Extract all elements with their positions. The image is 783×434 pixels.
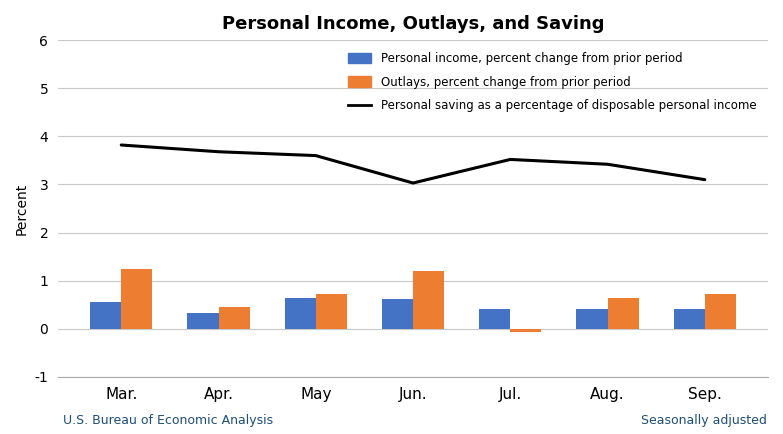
Bar [90, 302, 121, 329]
Bar [576, 309, 608, 329]
Bar [673, 309, 705, 329]
Text: Seasonally adjusted: Seasonally adjusted [641, 414, 767, 427]
Bar [705, 294, 736, 329]
Bar [479, 309, 511, 329]
Bar [511, 329, 541, 332]
Bar [608, 299, 639, 329]
Bar [316, 294, 347, 329]
Bar [413, 271, 444, 329]
Y-axis label: Percent: Percent [15, 182, 29, 235]
Legend: Personal income, percent change from prior period, Outlays, percent change from : Personal income, percent change from pri… [341, 46, 762, 118]
Text: U.S. Bureau of Economic Analysis: U.S. Bureau of Economic Analysis [63, 414, 272, 427]
Bar [187, 313, 218, 329]
Bar [218, 307, 250, 329]
Title: Personal Income, Outlays, and Saving: Personal Income, Outlays, and Saving [222, 15, 604, 33]
Bar [121, 269, 153, 329]
Bar [382, 299, 413, 329]
Bar [285, 299, 316, 329]
